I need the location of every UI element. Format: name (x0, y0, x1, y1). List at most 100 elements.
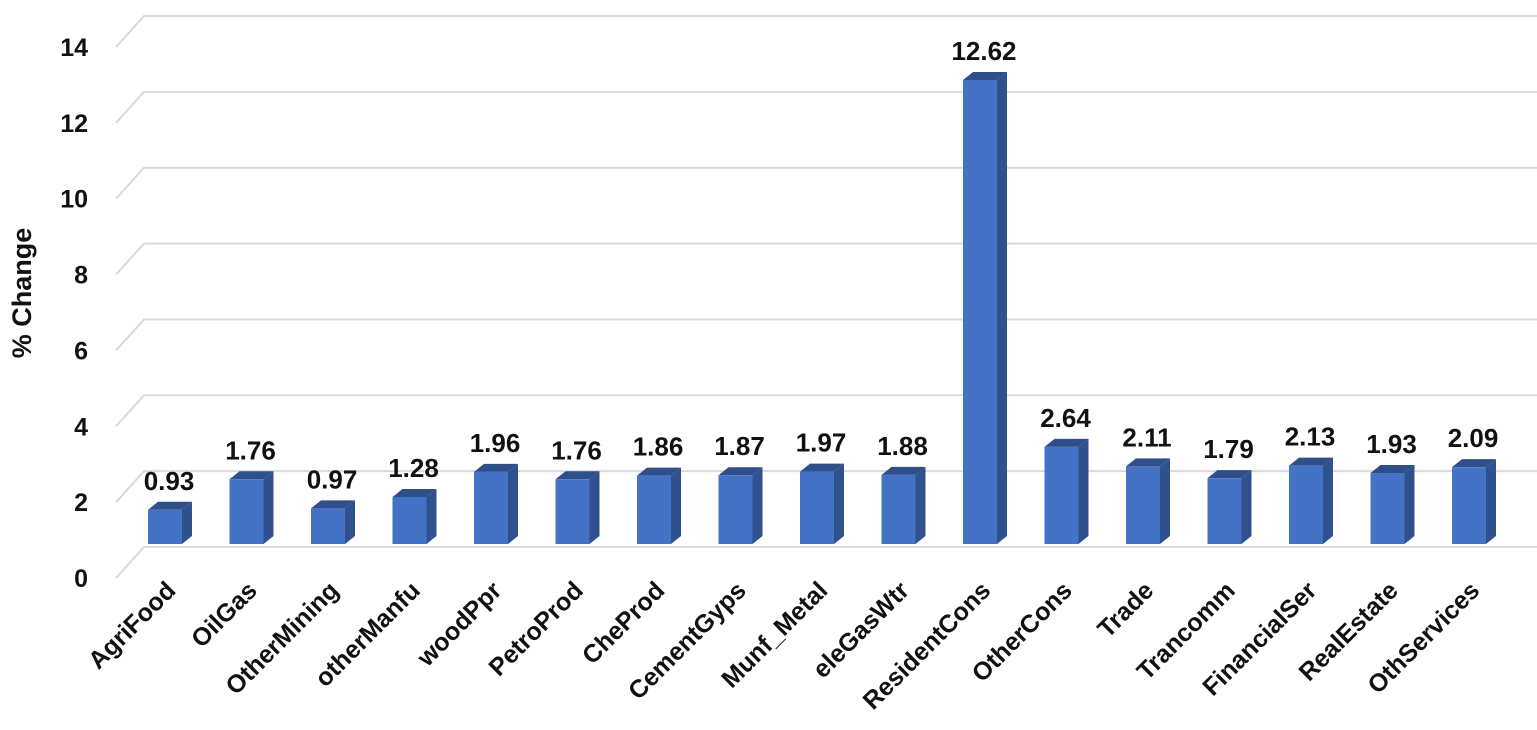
bar-side (589, 471, 600, 544)
data-label: 2.09 (1448, 423, 1499, 453)
bar-eleGasWtr (881, 466, 926, 544)
bar-side (834, 463, 844, 544)
bar-CheProd (637, 467, 681, 544)
bar-front (392, 496, 427, 544)
bar-side (426, 488, 437, 544)
bar-top (963, 72, 1007, 80)
bar-top (1452, 459, 1496, 468)
bar-front (311, 508, 345, 544)
data-label: 0.93 (144, 466, 195, 496)
gridlines (115, 15, 1537, 579)
data-labels: 0.93 1.76 0.97 1.28 1.96 1.76 1.86 1.87 1.97 1.88… (144, 36, 1499, 496)
bar-front (229, 479, 264, 544)
bar-front (1452, 467, 1486, 544)
bar-PetroProd (555, 471, 600, 544)
bar-top (392, 488, 437, 497)
bar-top (1044, 438, 1089, 447)
bar-side (345, 500, 355, 544)
y-tick-label: 14 (60, 34, 88, 62)
data-label: 2.11 (1122, 422, 1171, 452)
x-axis-ticks: AgriFood OilGasOtherMiningotherManfuwoodP… (83, 576, 1485, 715)
gridline (115, 242, 1537, 276)
bar-otherManfu (392, 488, 437, 544)
bar-woodPpr (474, 463, 518, 544)
bar-side (1486, 459, 1496, 544)
bar-OtherCons (1044, 438, 1089, 544)
bar-front (1207, 478, 1242, 544)
bar-top (474, 463, 518, 472)
data-label: 1.28 (388, 453, 439, 483)
data-label: 1.88 (877, 431, 928, 461)
y-tick-label: 2 (74, 489, 88, 517)
bar-front (1370, 473, 1405, 544)
bar-top (718, 467, 763, 476)
bar-RealEstate (1370, 465, 1415, 544)
y-tick-label: 12 (60, 110, 88, 138)
bar-Trade (1126, 458, 1170, 544)
y-tick-label: 4 (74, 413, 88, 441)
bar-OthServices (1452, 459, 1496, 544)
data-label: 1.79 (1203, 434, 1254, 464)
bar-front (148, 509, 182, 544)
data-label: 1.93 (1366, 429, 1417, 459)
bar-top (1289, 457, 1333, 466)
bar-top (1126, 458, 1170, 467)
y-tick-label: 6 (74, 337, 88, 365)
data-label: 1.87 (714, 431, 765, 461)
bar-side (1241, 470, 1252, 544)
y-tick-label: 8 (74, 262, 88, 290)
gridline (115, 166, 1537, 200)
y-axis-label: % Change (7, 228, 37, 359)
bar-side (997, 72, 1007, 544)
bar-OtherMining (311, 500, 355, 544)
bar-top (1370, 465, 1415, 474)
bars (148, 72, 1496, 544)
data-label: 1.97 (796, 428, 847, 458)
bar-side (508, 463, 518, 544)
bar-front (1044, 446, 1079, 544)
gridline (115, 318, 1537, 352)
data-label: 0.97 (307, 464, 358, 494)
data-label: 1.76 (551, 435, 602, 465)
bar-top (311, 500, 355, 509)
bar-OilGas (229, 471, 274, 544)
bar-side (1323, 457, 1333, 544)
bar-side (671, 467, 681, 544)
bar-top (800, 463, 844, 472)
bar-side (182, 501, 192, 544)
bar-ResidentCons (963, 72, 1007, 544)
gridline (115, 546, 1537, 579)
bar-front (963, 80, 997, 544)
bar-side (1160, 458, 1170, 544)
data-label: 12.62 (951, 36, 1016, 66)
bar-top (1207, 470, 1252, 479)
x-tick-label: OilGas (186, 576, 263, 653)
gridline (115, 90, 1537, 124)
x-tick-label: Trade (1092, 576, 1159, 643)
bar-front (800, 471, 834, 544)
bar-top (881, 466, 926, 475)
data-label: 1.96 (470, 428, 521, 458)
bar-side (752, 467, 763, 544)
bar-side (915, 466, 926, 544)
bar-top (555, 471, 600, 480)
y-tick-label: 0 (74, 565, 88, 593)
bar-side (1078, 438, 1089, 544)
gridline (115, 394, 1537, 427)
bar-Munf_Metal (800, 463, 844, 544)
bar-front (1126, 466, 1160, 544)
bar-front (718, 475, 753, 544)
gridline (115, 15, 1537, 48)
bar-front (555, 479, 590, 544)
bar-FinancialSer (1289, 457, 1333, 544)
data-label: 2.13 (1285, 422, 1336, 452)
bar-front (881, 474, 916, 544)
bar-front (637, 475, 671, 544)
bar-front (474, 471, 508, 544)
data-label: 2.64 (1040, 403, 1091, 433)
x-tick-label: AgriFood (83, 576, 181, 674)
y-axis-ticks: 0 2 4 6 8 10 12 14 (60, 34, 88, 593)
bar-CementGyps (718, 467, 763, 544)
